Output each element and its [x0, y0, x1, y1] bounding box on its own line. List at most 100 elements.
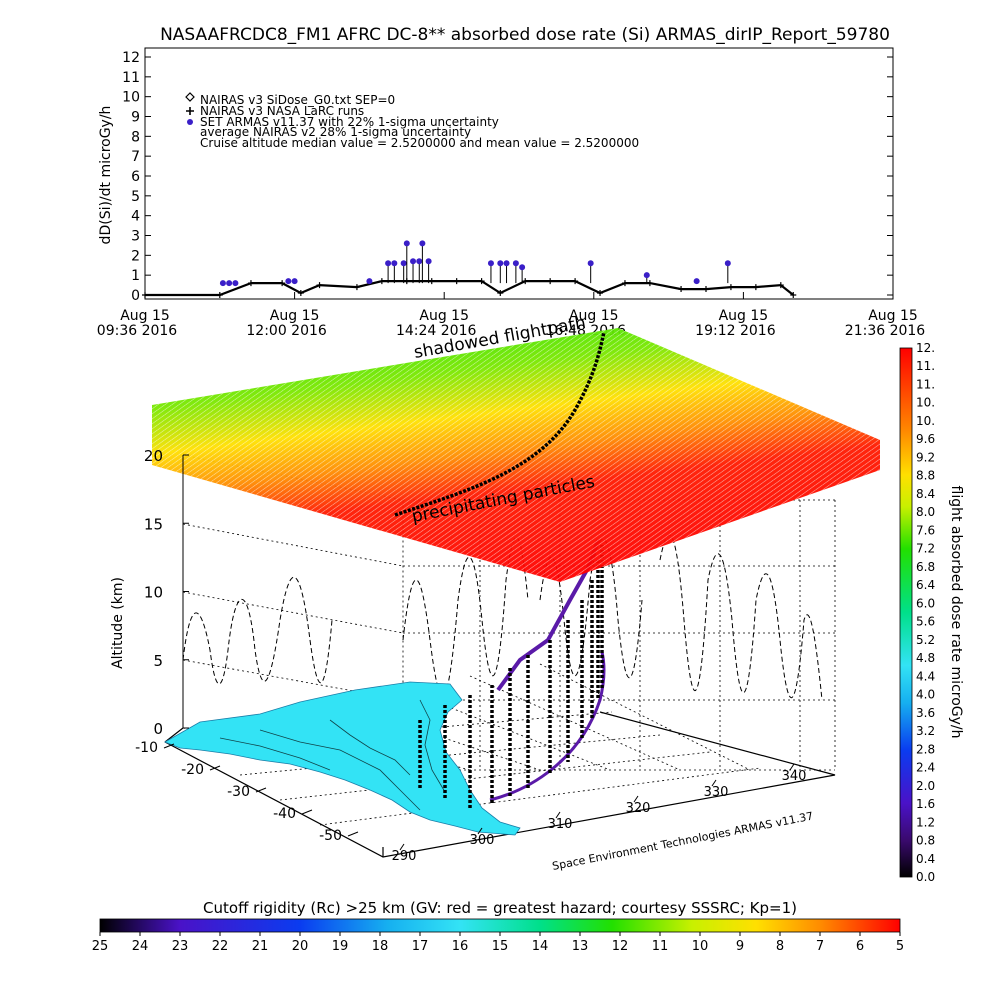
rigidity-tick-label: 20: [292, 939, 309, 954]
dose-colorbar-tick: 5.2: [916, 633, 935, 647]
dose-colorbar-tick: 8.0: [916, 505, 935, 519]
dose-sheet: [152, 328, 880, 582]
top-x-tick-time: 09:36 2016: [97, 323, 178, 339]
top-y-tick-label: 1: [131, 268, 140, 284]
series-nairas-point: [497, 290, 504, 297]
dose-colorbar-tick: 7.2: [916, 542, 935, 556]
rigidity-tick-label: 13: [572, 939, 589, 954]
series-nairas-point: [428, 278, 435, 285]
lon-tick: [399, 843, 405, 851]
series-nairas-point: [279, 280, 286, 287]
top-x-tick-date: Aug 15: [120, 308, 170, 324]
rigidity-tick-label: 21: [252, 939, 269, 954]
lat-tick-label: -40: [273, 806, 296, 822]
top-plot-frame: [144, 47, 894, 300]
lat-tick: [209, 765, 221, 771]
flight-track-group: [418, 539, 606, 810]
series-armas-point: [643, 272, 650, 279]
dose-colorbar-tick: 11.: [916, 359, 935, 373]
dose-colorbar-tick: 10.: [916, 414, 935, 428]
legend-item-3: average NAIRAS v2 28% 1-sigma uncertaint…: [200, 125, 471, 139]
rigidity-tick-label: 23: [172, 939, 189, 954]
dose-colorbar-tick: 0.0: [916, 870, 935, 884]
top-y-tick-label: 4: [131, 209, 140, 225]
rigidity-tick-label: 5: [896, 939, 904, 954]
dose-colorbar-tick: 1.2: [916, 815, 935, 829]
top-x-tick-date: Aug 15: [868, 308, 918, 324]
dose-colorbar-tick: 0.8: [916, 834, 935, 848]
rigidity-tick-label: 12: [612, 939, 629, 954]
series-armas-point: [219, 280, 226, 287]
rigidity-tick-label: 18: [372, 939, 389, 954]
series-nairas-point: [646, 280, 653, 287]
lon-tick: [477, 827, 483, 835]
top-x-tick-time: 19:12 2016: [695, 323, 776, 339]
dose-colorbar-tick: 10.: [916, 396, 935, 410]
lat-tick: [301, 809, 313, 815]
rigidity-tick-label: 8: [776, 939, 784, 954]
series-armas-point: [232, 280, 239, 287]
series-armas-point: [487, 260, 494, 267]
lon-tick-label: 330: [704, 785, 729, 800]
z-tick-label: 10: [144, 584, 163, 602]
top-y-tick-label: 10: [122, 90, 140, 106]
top-x-tick-date: Aug 15: [419, 308, 469, 324]
lon-tick-label: 300: [470, 833, 495, 848]
dose-colorbar-tick: 6.8: [916, 560, 935, 574]
rigidity-tick-label: 14: [532, 939, 549, 954]
dose-colorbar-tick: 3.2: [916, 724, 935, 738]
lat-tick: [347, 831, 359, 837]
dose-colorbar-tick: 8.8: [916, 469, 935, 483]
top-x-tick-date: Aug 15: [569, 308, 619, 324]
rigidity-colorbar: Cutoff rigidity (Rc) >25 km (GV: red = g…: [92, 899, 904, 954]
top-y-tick-label: 0: [131, 288, 140, 304]
dose-colorbar: 0.0 0.4 0.8 1.2 1.6 2.0 2.4 2.8 3.2 3.6 4.0 4.4 4.8 5…: [899, 341, 964, 884]
land-mass: [164, 681, 521, 836]
lon-tick: [789, 763, 795, 771]
series-nairas-point: [297, 290, 304, 297]
rigidity-tick-label: 11: [652, 939, 669, 954]
dose-colorbar-swatch: [899, 347, 913, 878]
series-armas-point: [403, 240, 410, 247]
lon-tick-label: 320: [626, 801, 651, 816]
dose-colorbar-tick: 9.2: [916, 450, 935, 464]
rigidity-tick-label: 17: [412, 939, 429, 954]
3d-plot: shadowed flightpath precipitating partic…: [110, 313, 880, 873]
rigidity-tick-label: 15: [492, 939, 509, 954]
dose-colorbar-ticks: 0.0 0.4 0.8 1.2 1.6 2.0 2.4 2.8 3.2 3.6 4.0 4.4 4.8 5…: [916, 341, 935, 884]
z-axis: 0 5 10 15 20: [144, 447, 189, 738]
series-nairas-point: [572, 278, 579, 285]
top-x-tick-time: 21:36 2016: [845, 323, 926, 339]
series-nairas-point: [790, 292, 797, 298]
top-y-tick-label: 9: [131, 110, 140, 126]
lon-tick: [555, 811, 561, 819]
rigidity-tick-label: 24: [132, 939, 149, 954]
lat-tick-label: -30: [227, 784, 250, 800]
rigidity-tick-label: 6: [856, 939, 864, 954]
series-armas-point: [419, 240, 426, 247]
series-armas-point: [285, 278, 292, 285]
series-nairas-point: [703, 286, 709, 293]
lon-tick-label: 310: [548, 817, 573, 832]
series-armas-point: [425, 258, 432, 265]
series-armas-point: [366, 278, 373, 285]
dose-colorbar-tick: 7.6: [916, 523, 935, 537]
series-nairas-point: [522, 278, 529, 285]
y-axis-latitude: -10 -20 -30 -40 -50: [135, 740, 359, 844]
series-armas-point: [416, 258, 423, 265]
series-nairas-point: [453, 278, 460, 285]
series-armas-point: [587, 260, 594, 267]
series-armas-point: [391, 260, 398, 267]
top-y-tick-label: 7: [131, 149, 140, 165]
lon-tick: [633, 795, 639, 803]
series-nairas-point: [547, 278, 554, 285]
legend-item-2: SET ARMAS v11.37 with 22% 1-sigma uncert…: [200, 115, 499, 129]
dose-sheet-hatch: [152, 328, 880, 582]
series-armas-point: [503, 260, 510, 267]
shadowed-flightpath-curve: [394, 331, 606, 517]
legend-marker-plus: [186, 107, 194, 115]
series-armas-point: [291, 278, 298, 285]
series-nairas-point: [678, 286, 685, 293]
series-armas-point: [400, 260, 407, 267]
dose-colorbar-label: flight absorbed dose rate microGy/h: [948, 486, 964, 739]
